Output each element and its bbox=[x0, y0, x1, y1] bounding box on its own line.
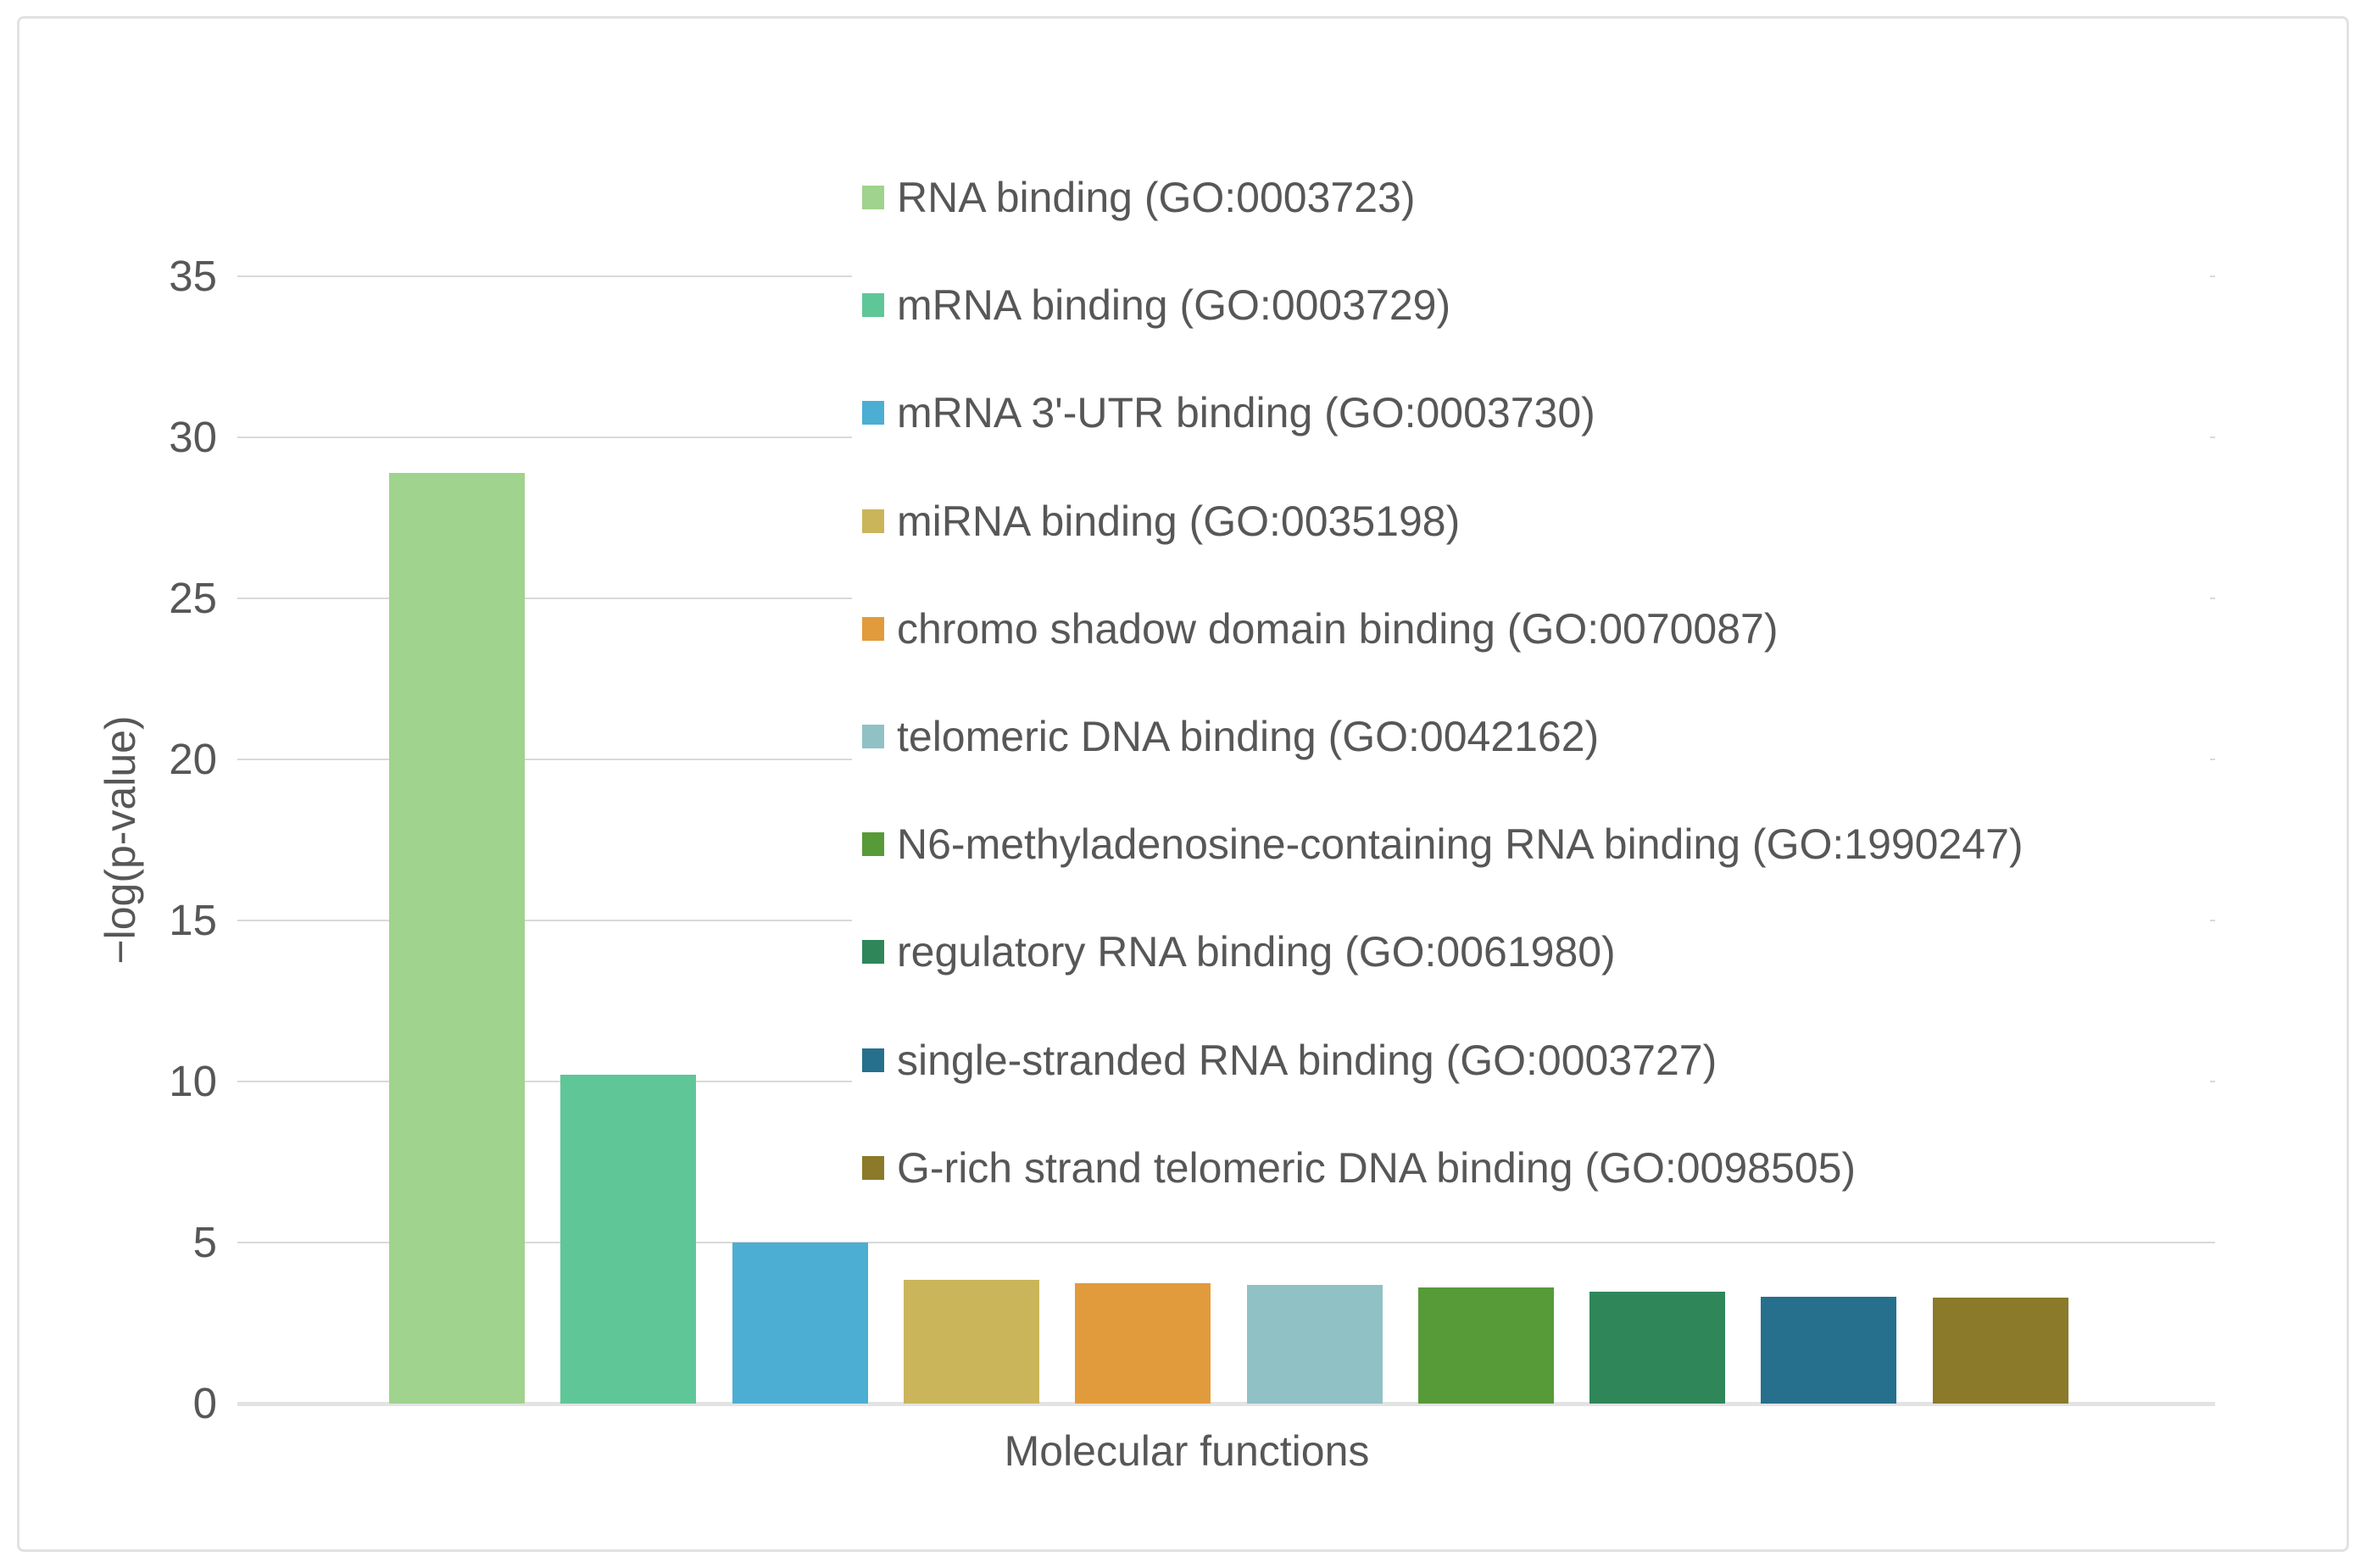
y-axis-title: −log(p-value) bbox=[97, 715, 144, 965]
legend-swatch bbox=[862, 293, 884, 318]
bar-1 bbox=[389, 472, 525, 1404]
bar-9 bbox=[1761, 1296, 1897, 1404]
bar-7 bbox=[1417, 1287, 1554, 1404]
legend-label: telomeric DNA binding (GO:0042162) bbox=[897, 713, 1600, 760]
y-tick-10: 10 bbox=[169, 1057, 217, 1105]
bar-8 bbox=[1589, 1292, 1726, 1404]
legend: RNA binding (GO:0003723) mRNA binding (GO… bbox=[852, 144, 2210, 1204]
bar-5 bbox=[1075, 1282, 1211, 1404]
gridline-5 bbox=[237, 1242, 2215, 1243]
legend-swatch bbox=[862, 616, 884, 641]
bar-10 bbox=[1932, 1297, 2068, 1404]
legend-swatch bbox=[862, 1048, 884, 1072]
gridline-0 bbox=[237, 1402, 2215, 1406]
plot-area bbox=[237, 275, 2215, 1406]
legend-label: N6-methyladenosine-containing RNA bindin… bbox=[897, 820, 2024, 869]
legend-item-9: single-stranded RNA binding (GO:0003727) bbox=[862, 1035, 1717, 1086]
legend-label: chromo shadow domain binding (GO:0070087… bbox=[897, 604, 1779, 653]
legend-swatch bbox=[862, 940, 884, 965]
bar-2 bbox=[560, 1075, 697, 1404]
legend-item-7: N6-methyladenosine-containing RNA bindin… bbox=[862, 819, 2024, 870]
y-tick-20: 20 bbox=[169, 735, 217, 783]
legend-label: G-rich strand telomeric DNA binding (GO:… bbox=[897, 1143, 1857, 1192]
legend-swatch bbox=[862, 186, 884, 209]
bar-4 bbox=[903, 1279, 1039, 1404]
bar-6 bbox=[1246, 1285, 1383, 1404]
legend-swatch bbox=[862, 1155, 884, 1180]
legend-item-5: chromo shadow domain binding (GO:0070087… bbox=[862, 603, 1779, 654]
legend-label: miRNA binding (GO:0035198) bbox=[897, 497, 1461, 545]
figure-border bbox=[17, 16, 2349, 1552]
y-tick-5: 5 bbox=[192, 1218, 217, 1266]
x-axis-title: Molecular functions bbox=[1004, 1427, 1370, 1475]
legend-swatch bbox=[862, 401, 884, 425]
y-tick-15: 15 bbox=[169, 896, 217, 944]
y-tick-0: 0 bbox=[192, 1379, 217, 1427]
legend-label: RNA binding (GO:0003723) bbox=[897, 174, 1416, 221]
legend-item-4: miRNA binding (GO:0035198) bbox=[862, 496, 1460, 547]
legend-label: single-stranded RNA binding (GO:0003727) bbox=[897, 1036, 1717, 1084]
legend-item-2: mRNA binding (GO:0003729) bbox=[862, 280, 1450, 331]
legend-swatch bbox=[862, 509, 884, 533]
legend-item-3: mRNA 3'-UTR binding (GO:0003730) bbox=[862, 387, 1595, 438]
legend-item-6: telomeric DNA binding (GO:0042162) bbox=[862, 711, 1599, 762]
legend-item-1: RNA binding (GO:0003723) bbox=[862, 172, 1415, 223]
y-tick-30: 30 bbox=[169, 413, 217, 461]
bar-3 bbox=[732, 1243, 868, 1404]
y-tick-35: 35 bbox=[169, 252, 217, 300]
legend-label: regulatory RNA binding (GO:0061980) bbox=[897, 928, 1616, 976]
legend-item-8: regulatory RNA binding (GO:0061980) bbox=[862, 926, 1616, 977]
legend-swatch bbox=[862, 832, 884, 857]
legend-swatch bbox=[862, 725, 884, 748]
legend-item-10: G-rich strand telomeric DNA binding (GO:… bbox=[862, 1143, 1856, 1193]
legend-label: mRNA binding (GO:0003729) bbox=[897, 281, 1451, 330]
legend-label: mRNA 3'-UTR binding (GO:0003730) bbox=[897, 389, 1595, 437]
y-tick-25: 25 bbox=[169, 574, 217, 622]
